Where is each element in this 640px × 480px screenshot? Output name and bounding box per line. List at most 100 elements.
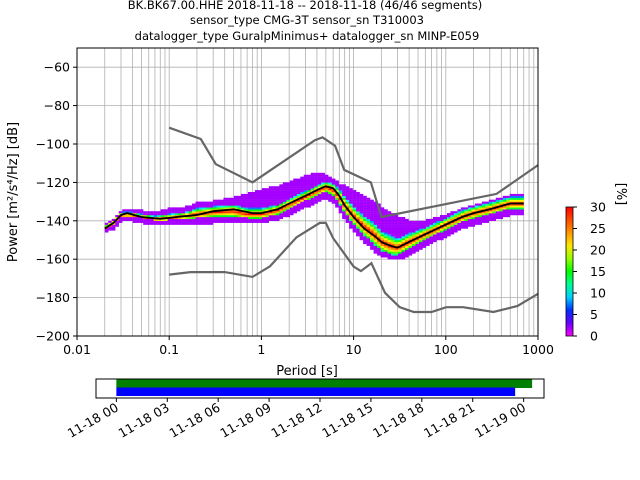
histogram-cell <box>380 234 385 237</box>
histogram-cell <box>122 211 126 214</box>
histogram-cell <box>261 201 266 204</box>
histogram-cell <box>495 209 500 212</box>
histogram-cell <box>328 188 332 191</box>
histogram-cell <box>394 251 399 254</box>
histogram-cell <box>324 188 329 191</box>
histogram-cell <box>174 216 179 220</box>
histogram-cell <box>195 207 200 210</box>
histogram-cell <box>418 241 423 245</box>
histogram-cell <box>391 220 395 223</box>
histogram-cell <box>488 203 493 206</box>
histogram-cell <box>237 201 242 204</box>
histogram-cell <box>516 207 521 210</box>
histogram-cell <box>104 222 109 225</box>
histogram-cell <box>502 209 507 212</box>
histogram-cell <box>394 232 399 235</box>
histogram-cell <box>425 226 430 229</box>
histogram-cell <box>303 174 308 177</box>
histogram-cell <box>432 216 437 220</box>
histogram-cell <box>359 218 364 221</box>
histogram-cell <box>345 205 350 208</box>
histogram-cell <box>230 201 235 204</box>
histogram-cell <box>199 222 203 225</box>
histogram-cell <box>150 215 154 218</box>
histogram-cell <box>398 228 402 231</box>
histogram-cell <box>171 207 175 210</box>
histogram-cell <box>366 226 371 229</box>
histogram-cell <box>223 216 228 220</box>
histogram-cell <box>129 215 133 218</box>
histogram-cell <box>122 209 126 212</box>
histogram-cell <box>387 257 392 260</box>
histogram-cell <box>192 205 196 208</box>
histogram-cell <box>342 211 346 214</box>
histogram-cell <box>485 215 490 218</box>
histogram-cell <box>296 186 301 189</box>
histogram-cell <box>432 238 437 241</box>
histogram-cell <box>425 240 430 243</box>
histogram-cell <box>251 207 256 210</box>
histogram-cell <box>303 176 308 179</box>
histogram-cell <box>492 209 496 212</box>
histogram-cell <box>398 243 402 246</box>
histogram-cell <box>415 245 420 248</box>
histogram-cell <box>384 230 388 233</box>
histogram-cell <box>240 218 245 221</box>
histogram-cell <box>380 240 385 243</box>
histogram-cell <box>174 213 179 216</box>
histogram-cell <box>282 188 287 191</box>
histogram-cell <box>188 213 193 216</box>
histogram-cell <box>212 218 217 221</box>
histogram-cell <box>391 238 395 241</box>
histogram-cell <box>233 218 238 221</box>
histogram-cell <box>282 184 287 187</box>
histogram-cell <box>513 203 517 206</box>
histogram-cell <box>296 193 301 197</box>
histogram-cell <box>307 184 311 187</box>
histogram-cell <box>202 211 207 214</box>
histogram-cell <box>391 255 395 258</box>
histogram-cell <box>181 213 186 216</box>
histogram-cell <box>384 222 388 225</box>
histogram-cell <box>391 251 395 254</box>
histogram-cell <box>363 201 367 204</box>
histogram-cell <box>495 213 500 216</box>
histogram-cell <box>321 188 325 191</box>
histogram-cell <box>303 199 308 202</box>
histogram-cell <box>380 222 385 225</box>
histogram-cell <box>314 186 318 189</box>
histogram-cell <box>377 243 381 246</box>
histogram-cell <box>331 193 336 197</box>
histogram-cell <box>282 203 287 206</box>
histogram-cell <box>485 201 490 204</box>
histogram-cell <box>321 174 325 177</box>
histogram-cell <box>293 205 297 208</box>
histogram-cell <box>411 220 416 223</box>
histogram-cell <box>485 218 490 221</box>
histogram-cell <box>317 182 322 185</box>
histogram-cell <box>345 218 350 221</box>
histogram-cell <box>359 236 364 239</box>
histogram-cell <box>244 193 249 197</box>
histogram-cell <box>384 255 388 258</box>
histogram-cell <box>289 190 294 193</box>
histogram-cell <box>453 230 458 233</box>
histogram-cell <box>394 253 399 256</box>
histogram-cell <box>261 193 266 197</box>
histogram-cell <box>408 228 413 231</box>
histogram-cell <box>425 238 430 241</box>
histogram-cell <box>331 197 336 200</box>
histogram-cell <box>418 220 423 223</box>
histogram-cell <box>377 216 381 220</box>
histogram-cell <box>240 193 245 197</box>
histogram-cell <box>349 218 353 221</box>
histogram-cell <box>317 199 322 202</box>
histogram-cell <box>314 201 318 204</box>
histogram-cell <box>408 249 413 252</box>
histogram-cell <box>265 213 270 216</box>
histogram-cell <box>268 215 273 218</box>
histogram-cell <box>265 195 270 198</box>
histogram-cell <box>289 205 294 208</box>
histogram-cell <box>254 193 259 197</box>
histogram-cell <box>492 216 496 220</box>
